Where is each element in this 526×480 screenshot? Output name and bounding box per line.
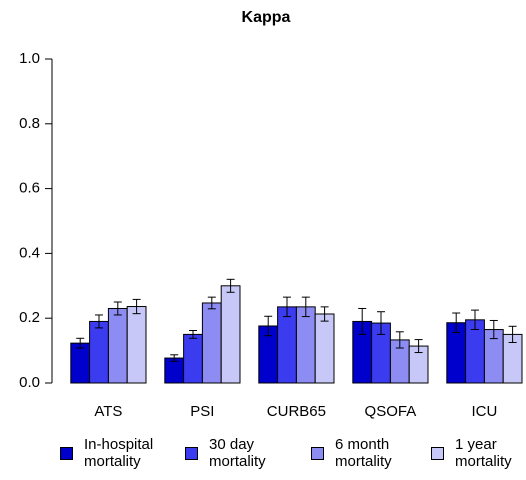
y-tick-label: 0.8: [19, 115, 40, 132]
x-tick-label: ICU: [471, 403, 497, 420]
error-bar: [320, 306, 329, 322]
bar: [295, 306, 316, 384]
bar: [164, 357, 185, 384]
plot: Kappa 0.0 0.2 0.4 0.6 0.8 1.0 ATS PSI CURB65 QSOF…: [19, 9, 523, 420]
y-tick-label: 0.0: [19, 374, 40, 391]
error-bar: [170, 354, 179, 362]
legend-label: 30 day mortality: [209, 436, 266, 470]
error-bar: [226, 278, 235, 293]
bar: [201, 302, 222, 384]
error-bar: [489, 319, 498, 340]
error-bar: [207, 296, 216, 310]
x-tick-label: QSOFA: [365, 403, 417, 420]
y-tick-label: 0.6: [19, 180, 40, 197]
legend-label: 6 month mortality: [335, 436, 392, 470]
error-bar: [132, 298, 141, 315]
legend-swatch: [431, 447, 444, 460]
legend-label: 1 year mortality: [455, 436, 512, 470]
legend-swatch: [60, 447, 73, 460]
legend-label: In-hospital mortality: [84, 436, 154, 470]
bar: [220, 285, 241, 384]
error-bar: [113, 301, 122, 316]
error-bar: [283, 296, 291, 318]
y-tick-label: 0.2: [19, 309, 40, 326]
error-bar: [471, 309, 479, 331]
error-bar: [264, 315, 273, 337]
error-bar: [452, 312, 461, 333]
bar: [89, 320, 109, 384]
error-bar: [377, 311, 385, 335]
error-bar: [189, 330, 197, 339]
y-tick-label: 1.0: [19, 50, 40, 67]
y-tick-label: 0.4: [19, 244, 40, 261]
error-bar: [508, 325, 517, 343]
bar: [70, 342, 91, 384]
chart-title: Kappa: [242, 9, 291, 26]
legend-swatch: [185, 447, 198, 460]
error-bar: [301, 296, 310, 318]
bar: [183, 333, 203, 384]
x-tick-label: PSI: [190, 403, 214, 420]
error-bar: [95, 314, 103, 329]
error-bar: [414, 339, 423, 354]
error-bar: [395, 331, 404, 349]
x-tick-label: CURB65: [267, 403, 326, 420]
bar: [126, 306, 147, 384]
bar: [314, 313, 335, 384]
legend-swatch: [311, 447, 324, 460]
error-bar: [76, 337, 85, 349]
bar: [277, 306, 297, 384]
x-tick-label: ATS: [94, 403, 122, 420]
error-bar: [358, 307, 367, 335]
bar: [107, 307, 128, 384]
